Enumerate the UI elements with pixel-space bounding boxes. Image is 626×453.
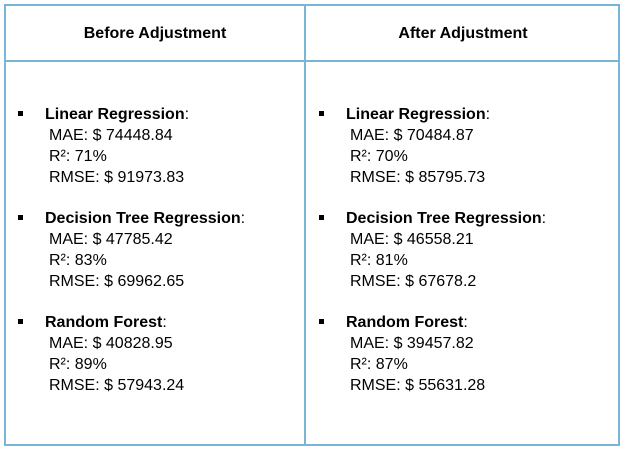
- comparison-table: [4, 4, 620, 446]
- model-entry-linear-regression: Linear Regression: MAE: $ 74448.84 R²: 7…: [18, 104, 189, 208]
- mae-value: MAE: $ 40828.95: [49, 335, 173, 352]
- model-title: Decision Tree Regression:: [45, 208, 245, 229]
- model-title: Random Forest:: [45, 312, 167, 333]
- model-title: Random Forest:: [346, 312, 468, 333]
- model-colon: :: [240, 210, 246, 227]
- model-name: Decision Tree Regression: [45, 210, 241, 227]
- before-column: Linear Regression: MAE: $ 74448.84 R²: 7…: [18, 104, 245, 416]
- after-column: Linear Regression: MAE: $ 70484.87 R²: 7…: [319, 104, 546, 416]
- mae-value: MAE: $ 39457.82: [350, 335, 474, 352]
- header-before-adjustment: Before Adjustment: [83, 25, 227, 42]
- model-name: Linear Regression: [346, 106, 486, 123]
- model-colon: :: [541, 210, 547, 227]
- model-name: Random Forest: [45, 314, 163, 331]
- model-entry-random-forest: Random Forest: MAE: $ 40828.95 R²: 89% R…: [18, 312, 184, 416]
- model-entry-random-forest: Random Forest: MAE: $ 39457.82 R²: 87% R…: [319, 312, 485, 416]
- mae-value: MAE: $ 46558.21: [350, 231, 474, 248]
- model-colon: :: [162, 314, 167, 331]
- bullet-icon: [18, 319, 23, 324]
- mae-value: MAE: $ 74448.84: [49, 127, 173, 144]
- model-entry-linear-regression: Linear Regression: MAE: $ 70484.87 R²: 7…: [319, 104, 490, 208]
- model-name: Decision Tree Regression: [346, 210, 542, 227]
- rmse-value: RMSE: $ 67678.2: [350, 273, 477, 290]
- rmse-value: RMSE: $ 69962.65: [49, 273, 185, 290]
- bullet-icon: [319, 111, 324, 116]
- mae-value: MAE: $ 70484.87: [350, 127, 474, 144]
- model-title: Linear Regression:: [346, 104, 490, 125]
- model-title: Decision Tree Regression:: [346, 208, 546, 229]
- model-colon: :: [485, 106, 491, 123]
- rmse-value: RMSE: $ 91973.83: [49, 169, 185, 186]
- r2-value: R²: 89%: [49, 356, 107, 373]
- model-colon: :: [463, 314, 468, 331]
- column-divider: [304, 4, 306, 446]
- r2-value: R²: 83%: [49, 252, 107, 269]
- model-colon: :: [184, 106, 190, 123]
- bullet-icon: [319, 319, 324, 324]
- bullet-icon: [18, 215, 23, 220]
- rmse-value: RMSE: $ 85795.73: [350, 169, 486, 186]
- r2-value: R²: 81%: [350, 252, 408, 269]
- bullet-icon: [319, 215, 324, 220]
- model-name: Random Forest: [346, 314, 464, 331]
- header-after-adjustment: After Adjustment: [398, 25, 528, 42]
- r2-value: R²: 87%: [350, 356, 408, 373]
- model-title: Linear Regression:: [45, 104, 189, 125]
- rmse-value: RMSE: $ 57943.24: [49, 377, 185, 394]
- header-divider: [4, 60, 620, 62]
- bullet-icon: [18, 111, 23, 116]
- model-entry-decision-tree-regression: Decision Tree Regression: MAE: $ 47785.4…: [18, 208, 245, 312]
- model-name: Linear Regression: [45, 106, 185, 123]
- r2-value: R²: 71%: [49, 148, 107, 165]
- rmse-value: RMSE: $ 55631.28: [350, 377, 486, 394]
- model-entry-decision-tree-regression: Decision Tree Regression: MAE: $ 46558.2…: [319, 208, 546, 312]
- r2-value: R²: 70%: [350, 148, 408, 165]
- mae-value: MAE: $ 47785.42: [49, 231, 173, 248]
